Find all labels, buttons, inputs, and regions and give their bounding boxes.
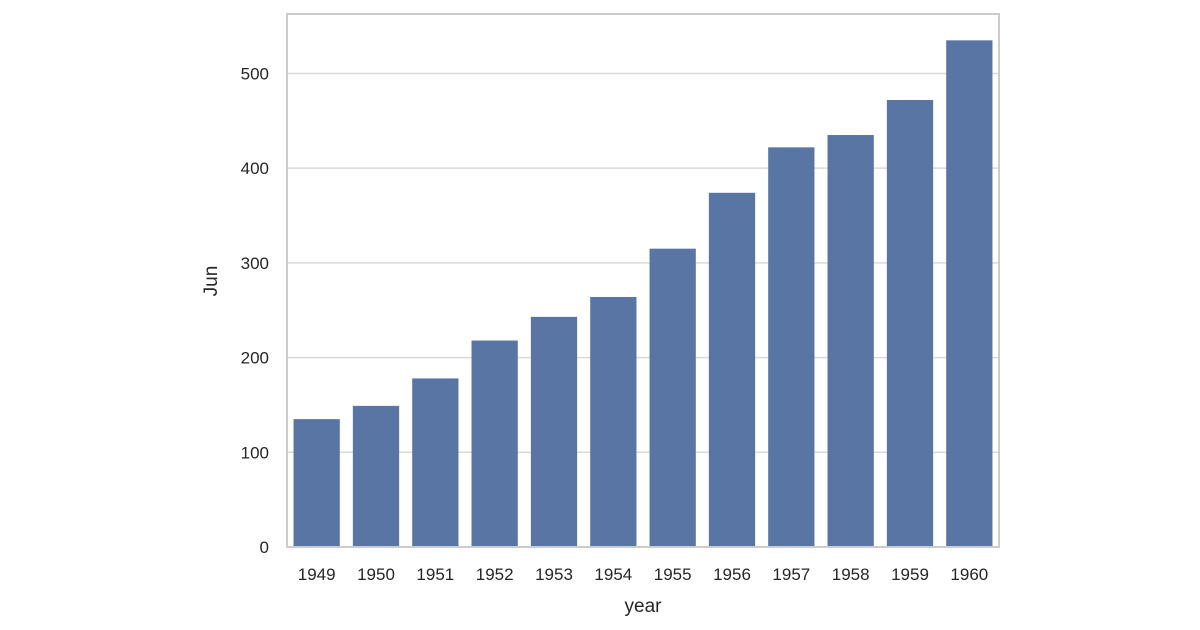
y-tick-label-300: 300 — [241, 254, 269, 273]
y-tick-label-400: 400 — [241, 159, 269, 178]
y-tick-label-0: 0 — [260, 538, 269, 557]
bar-1960 — [946, 40, 993, 547]
x-tick-label-1957: 1957 — [772, 565, 810, 584]
bar-1951 — [412, 378, 459, 547]
y-axis-label: Jun — [201, 266, 222, 297]
bar-1955 — [649, 248, 696, 547]
x-tick-label-1959: 1959 — [891, 565, 929, 584]
x-tick-label-1953: 1953 — [535, 565, 573, 584]
bar-1950 — [352, 405, 400, 547]
bar-1953 — [530, 316, 578, 547]
x-tick-label-1955: 1955 — [654, 565, 692, 584]
bar-1959 — [886, 99, 934, 547]
bar-1956 — [708, 192, 756, 547]
x-tick-labels: 1949 1950 1951 1952 1953 1954 1955 1956 1957 1958… — [298, 565, 988, 584]
x-tick-label-1956: 1956 — [713, 565, 751, 584]
plot-frame — [286, 13, 1000, 548]
plot-background — [287, 14, 999, 547]
bar-1958 — [827, 135, 874, 547]
bar-1957 — [768, 147, 815, 547]
x-axis-label: year — [625, 596, 663, 617]
x-tick-label-1952: 1952 — [476, 565, 514, 584]
y-tick-label-500: 500 — [241, 64, 269, 83]
y-tick-labels: 0 100 200 300 400 500 — [241, 64, 269, 557]
bar-1952 — [471, 340, 518, 547]
x-tick-label-1949: 1949 — [298, 565, 336, 584]
bars — [293, 40, 993, 547]
y-tick-label-100: 100 — [241, 443, 269, 462]
x-tick-label-1958: 1958 — [832, 565, 870, 584]
x-tick-label-1951: 1951 — [416, 565, 454, 584]
x-tick-label-1954: 1954 — [594, 565, 632, 584]
x-tick-label-1950: 1950 — [357, 565, 395, 584]
x-tick-label-1960: 1960 — [950, 565, 988, 584]
y-tick-label-200: 200 — [241, 349, 269, 368]
bar-1949 — [293, 419, 340, 547]
bar-1954 — [590, 296, 637, 547]
